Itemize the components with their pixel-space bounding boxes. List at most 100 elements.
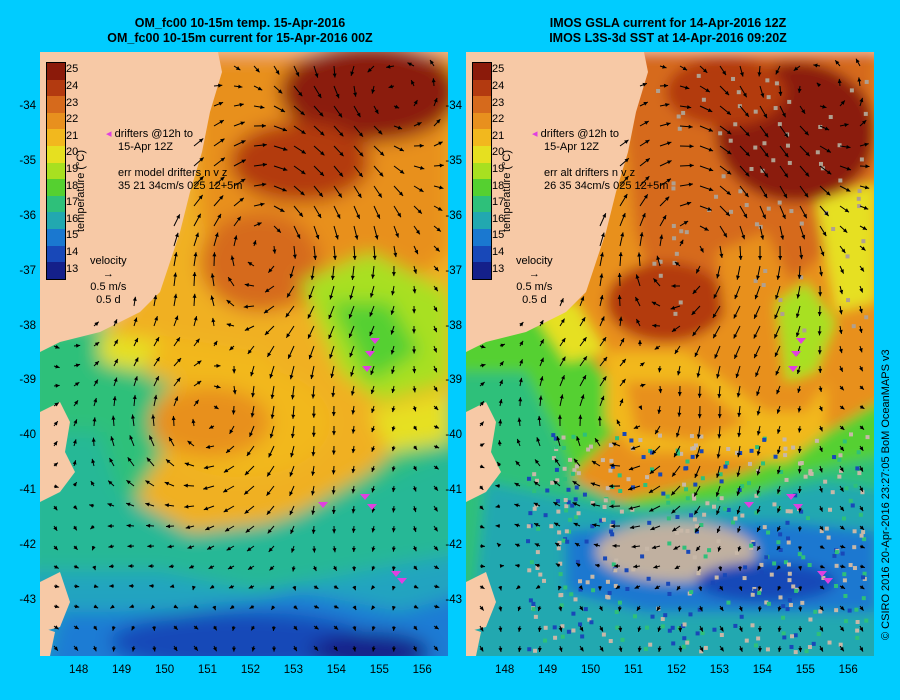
sst-pixel <box>834 475 839 480</box>
current-vector-head <box>713 294 718 299</box>
colorbar-tick-label: 17 <box>492 196 505 209</box>
current-vector-head <box>657 409 662 414</box>
current-vector-head <box>72 525 77 531</box>
left-velocity-speed: 0.5 m/s <box>90 281 127 293</box>
current-vector-head <box>358 132 363 137</box>
sst-pixel <box>782 437 787 442</box>
current-vector-head <box>235 66 241 71</box>
sst-pixel <box>605 579 610 584</box>
sst-pixel <box>765 78 770 83</box>
sst-pixel <box>753 145 758 150</box>
current-vector-head <box>152 647 157 652</box>
current-vector-head <box>797 508 802 513</box>
sst-pixel <box>660 624 665 629</box>
current-vector-head <box>736 472 741 477</box>
sst-pixel <box>564 529 569 534</box>
current-vector-head <box>674 261 680 266</box>
sst-pixel <box>527 647 532 652</box>
sst-pixel <box>573 597 578 602</box>
current-vector-head <box>822 231 827 237</box>
current-vector-head <box>110 604 115 609</box>
current-vector-head <box>351 448 356 454</box>
current-vector-head <box>637 627 642 632</box>
current-vector-head <box>657 627 662 632</box>
current-vector-head <box>331 412 336 417</box>
sst-pixel <box>658 273 663 278</box>
sst-pixel <box>777 200 782 205</box>
sst-pixel <box>611 562 616 567</box>
sst-pixel <box>685 640 690 645</box>
sst-pixel <box>842 578 847 583</box>
current-vector-head <box>859 487 863 492</box>
current-vector-head <box>114 358 118 364</box>
current-vector-head <box>515 460 520 466</box>
current-vector-head <box>288 354 292 359</box>
sst-pixel <box>700 476 705 481</box>
colorbar-segment <box>47 179 65 196</box>
current-vector-head <box>419 165 425 170</box>
current-vector-head <box>688 182 693 187</box>
current-vector-head <box>643 194 648 199</box>
current-vector-head <box>270 585 275 590</box>
current-vector-head <box>371 547 376 552</box>
current-vector-head <box>353 92 358 97</box>
current-vector-head <box>736 452 741 458</box>
sst-pixel <box>556 509 561 514</box>
current-vector-head <box>54 564 59 569</box>
current-vector-head <box>113 377 118 382</box>
sst-pixel <box>807 563 812 568</box>
sst-pixel <box>753 643 758 648</box>
current-vector-head <box>391 426 396 432</box>
current-vector-head <box>269 566 274 571</box>
sst-pixel <box>862 571 867 576</box>
current-vector-head <box>55 383 60 388</box>
sst-pixel <box>759 570 764 575</box>
current-vector-head <box>734 294 739 300</box>
sst-pixel <box>553 436 558 441</box>
sst-pixel <box>670 625 675 630</box>
sst-pixel <box>750 623 755 628</box>
left-velocity-arrow-icon: → <box>102 268 114 280</box>
sst-pixel <box>684 466 689 471</box>
current-vector-head <box>818 387 823 392</box>
sst-pixel <box>559 603 564 608</box>
sst-pixel <box>729 209 734 214</box>
current-vector-head <box>738 255 743 260</box>
current-vector-head <box>213 646 217 652</box>
current-vector-head <box>578 414 583 419</box>
sst-pixel <box>705 501 710 506</box>
current-vector-head <box>839 446 844 451</box>
current-vector-head <box>195 232 199 238</box>
x-tick-label: 148 <box>495 664 515 676</box>
current-vector-head <box>266 510 271 515</box>
sst-pixel <box>751 541 756 546</box>
sst-pixel <box>845 254 850 259</box>
current-vector-head <box>579 646 584 652</box>
current-vector-head <box>282 187 287 192</box>
sst-pixel <box>711 504 716 509</box>
current-vector-head <box>146 457 151 462</box>
current-vector-head <box>628 486 633 491</box>
right-colorbar <box>472 62 492 280</box>
current-vector-head <box>859 446 864 451</box>
current-vector-head <box>379 172 384 177</box>
current-vector-head <box>272 249 277 254</box>
current-vector-head <box>618 647 623 652</box>
sst-pixel <box>857 188 862 193</box>
sst-pixel <box>532 506 537 511</box>
current-vector-head <box>702 68 708 73</box>
current-vector-head <box>132 296 137 302</box>
current-vector-head <box>173 293 178 299</box>
sst-pixel <box>625 586 630 591</box>
sst-pixel <box>761 283 766 288</box>
current-vector-head <box>395 233 399 238</box>
current-vector-head <box>760 93 765 98</box>
sst-pixel <box>766 601 771 606</box>
current-vector-head <box>328 314 333 320</box>
current-vector-head <box>600 395 605 401</box>
current-vector-head <box>517 417 522 422</box>
sst-pixel <box>681 644 686 649</box>
sst-pixel <box>844 486 849 491</box>
current-vector-head <box>369 331 374 337</box>
current-vector-head <box>774 314 779 319</box>
